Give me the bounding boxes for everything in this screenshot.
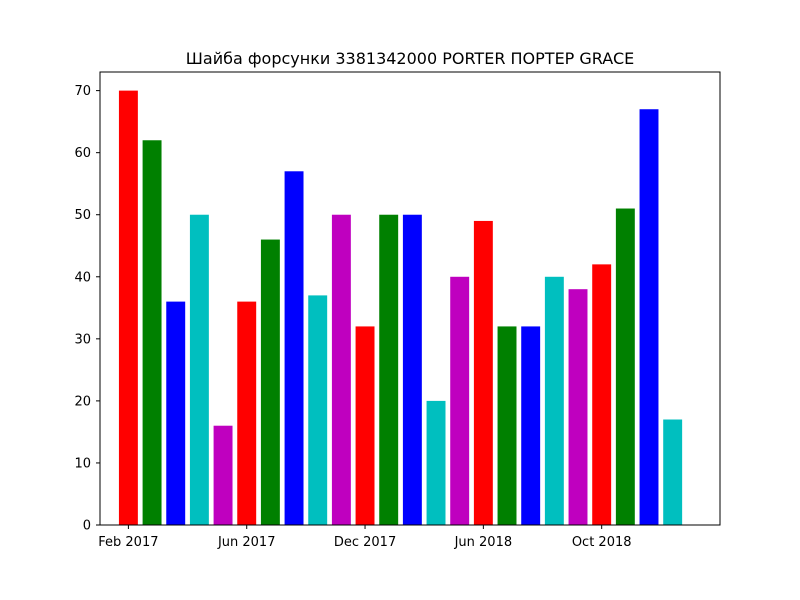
x-tick-label: Jun 2017 [217, 535, 276, 550]
bar-2018-06 [497, 326, 517, 525]
axes-frame [99, 71, 721, 526]
y-tick-label: 50 [74, 208, 91, 223]
bar-2017-05 [189, 214, 209, 526]
x-tick-label: Jun 2018 [454, 535, 513, 550]
y-tick-label: 60 [74, 146, 91, 161]
bar-2018-04 [450, 276, 470, 525]
bar-2019-01 [663, 419, 683, 525]
bar-2018-08 [544, 276, 564, 525]
bar-2018-05 [473, 220, 493, 525]
bar-2017-08 [260, 239, 280, 525]
y-tick-label: 40 [74, 270, 91, 285]
x-tick-label: Dec 2017 [334, 535, 396, 550]
y-tick-label: 0 [83, 519, 91, 534]
bar-2017-06 [213, 425, 233, 525]
bar-2017-12 [355, 326, 375, 525]
bar-2017-03 [142, 140, 162, 526]
bar-2018-09 [568, 289, 588, 525]
bar-2018-07 [521, 326, 541, 525]
x-tick-label: Oct 2018 [572, 535, 632, 550]
bar-2017-07 [237, 301, 257, 525]
y-tick-label: 30 [74, 332, 91, 347]
y-tick-label: 10 [74, 456, 91, 471]
bar-2017-09 [284, 171, 304, 526]
bar-2017-04 [166, 301, 186, 525]
bar-2017-10 [308, 295, 328, 525]
plot-area: 0 10 20 30 40 50 60 70 Feb 2017 Jun 2017 Dec 2017 J… [74, 71, 721, 550]
bar-2018-01 [379, 214, 399, 526]
bar-2018-10 [592, 264, 612, 525]
y-tick-label: 70 [74, 84, 91, 99]
chart-title: Шайба форсунки 3381342000 PORTER ПОРТЕР … [186, 49, 634, 68]
x-tick-label: Feb 2017 [98, 535, 158, 550]
y-tick-label: 20 [74, 394, 91, 409]
bar-2017-11 [331, 214, 351, 526]
bar-2018-02 [402, 214, 422, 526]
bar-2018-11 [615, 208, 635, 525]
bar-2018-03 [426, 400, 446, 525]
bar-2017-02 [118, 90, 138, 525]
bar-2018-12 [639, 109, 659, 525]
